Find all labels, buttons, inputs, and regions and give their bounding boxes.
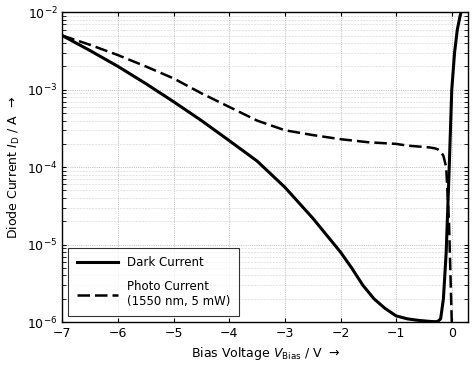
Photo Current
(1550 nm, 5 mW) [443,165,449,169]
Dark Current [449,88,455,92]
Dark Current [171,100,176,104]
Dark Current [457,14,463,18]
Photo Current
(1550 nm, 5 mW) [143,64,149,69]
Dark Current [282,185,288,190]
Photo Current
(1550 nm, 5 mW) [87,43,93,47]
Dark Current [115,64,121,69]
Photo Current
(1550 nm, 5 mW) [254,118,260,123]
Dark Current [432,319,438,324]
Photo Current
(1550 nm, 5 mW) [435,147,441,152]
Photo Current
(1550 nm, 5 mW) [199,91,204,96]
X-axis label: Bias Voltage $V_{\mathrm{Bias}}$ / V  →: Bias Voltage $V_{\mathrm{Bias}}$ / V → [191,346,340,362]
Dark Current [199,118,204,123]
Photo Current
(1550 nm, 5 mW) [404,144,410,148]
Dark Current [460,4,466,8]
Dark Current [60,33,65,38]
Dark Current [440,297,446,301]
Photo Current
(1550 nm, 5 mW) [393,142,399,146]
Dark Current [393,314,399,318]
Dark Current [254,159,260,163]
Dark Current [382,306,388,311]
Y-axis label: Diode Current $I_{\mathrm{D}}$ / A  →: Diode Current $I_{\mathrm{D}}$ / A → [6,96,22,239]
Photo Current
(1550 nm, 5 mW) [282,128,288,132]
Photo Current
(1550 nm, 5 mW) [446,219,452,223]
Dark Current [371,297,377,301]
Dark Current [438,316,444,321]
Photo Current
(1550 nm, 5 mW) [427,145,432,150]
Photo Current
(1550 nm, 5 mW) [438,149,444,153]
Dark Current [435,319,441,323]
Photo Current
(1550 nm, 5 mW) [432,146,438,151]
Dark Current [227,138,232,143]
Photo Current
(1550 nm, 5 mW) [365,140,371,145]
Dark Current [349,266,355,270]
Dark Current [310,216,316,220]
Dark Current [404,316,410,321]
Dark Current [452,51,457,55]
Photo Current
(1550 nm, 5 mW) [171,76,176,81]
Photo Current
(1550 nm, 5 mW) [416,144,421,149]
Line: Photo Current
(1550 nm, 5 mW): Photo Current (1550 nm, 5 mW) [63,36,452,322]
Dark Current [143,81,149,86]
Dark Current [455,27,460,32]
Dark Current [337,250,343,254]
Photo Current
(1550 nm, 5 mW) [115,53,121,57]
Photo Current
(1550 nm, 5 mW) [60,33,65,38]
Photo Current
(1550 nm, 5 mW) [440,154,446,158]
Photo Current
(1550 nm, 5 mW) [449,320,455,324]
Dark Current [446,173,452,177]
Legend: Dark Current, Photo Current
(1550 nm, 5 mW): Dark Current, Photo Current (1550 nm, 5 … [68,248,239,316]
Dark Current [416,318,421,323]
Dark Current [360,283,365,287]
Photo Current
(1550 nm, 5 mW) [337,137,343,141]
Line: Dark Current: Dark Current [63,0,468,322]
Photo Current
(1550 nm, 5 mW) [227,105,232,109]
Dark Current [87,49,93,53]
Photo Current
(1550 nm, 5 mW) [310,133,316,137]
Dark Current [427,319,432,323]
Dark Current [463,0,468,1]
Dark Current [443,250,449,254]
